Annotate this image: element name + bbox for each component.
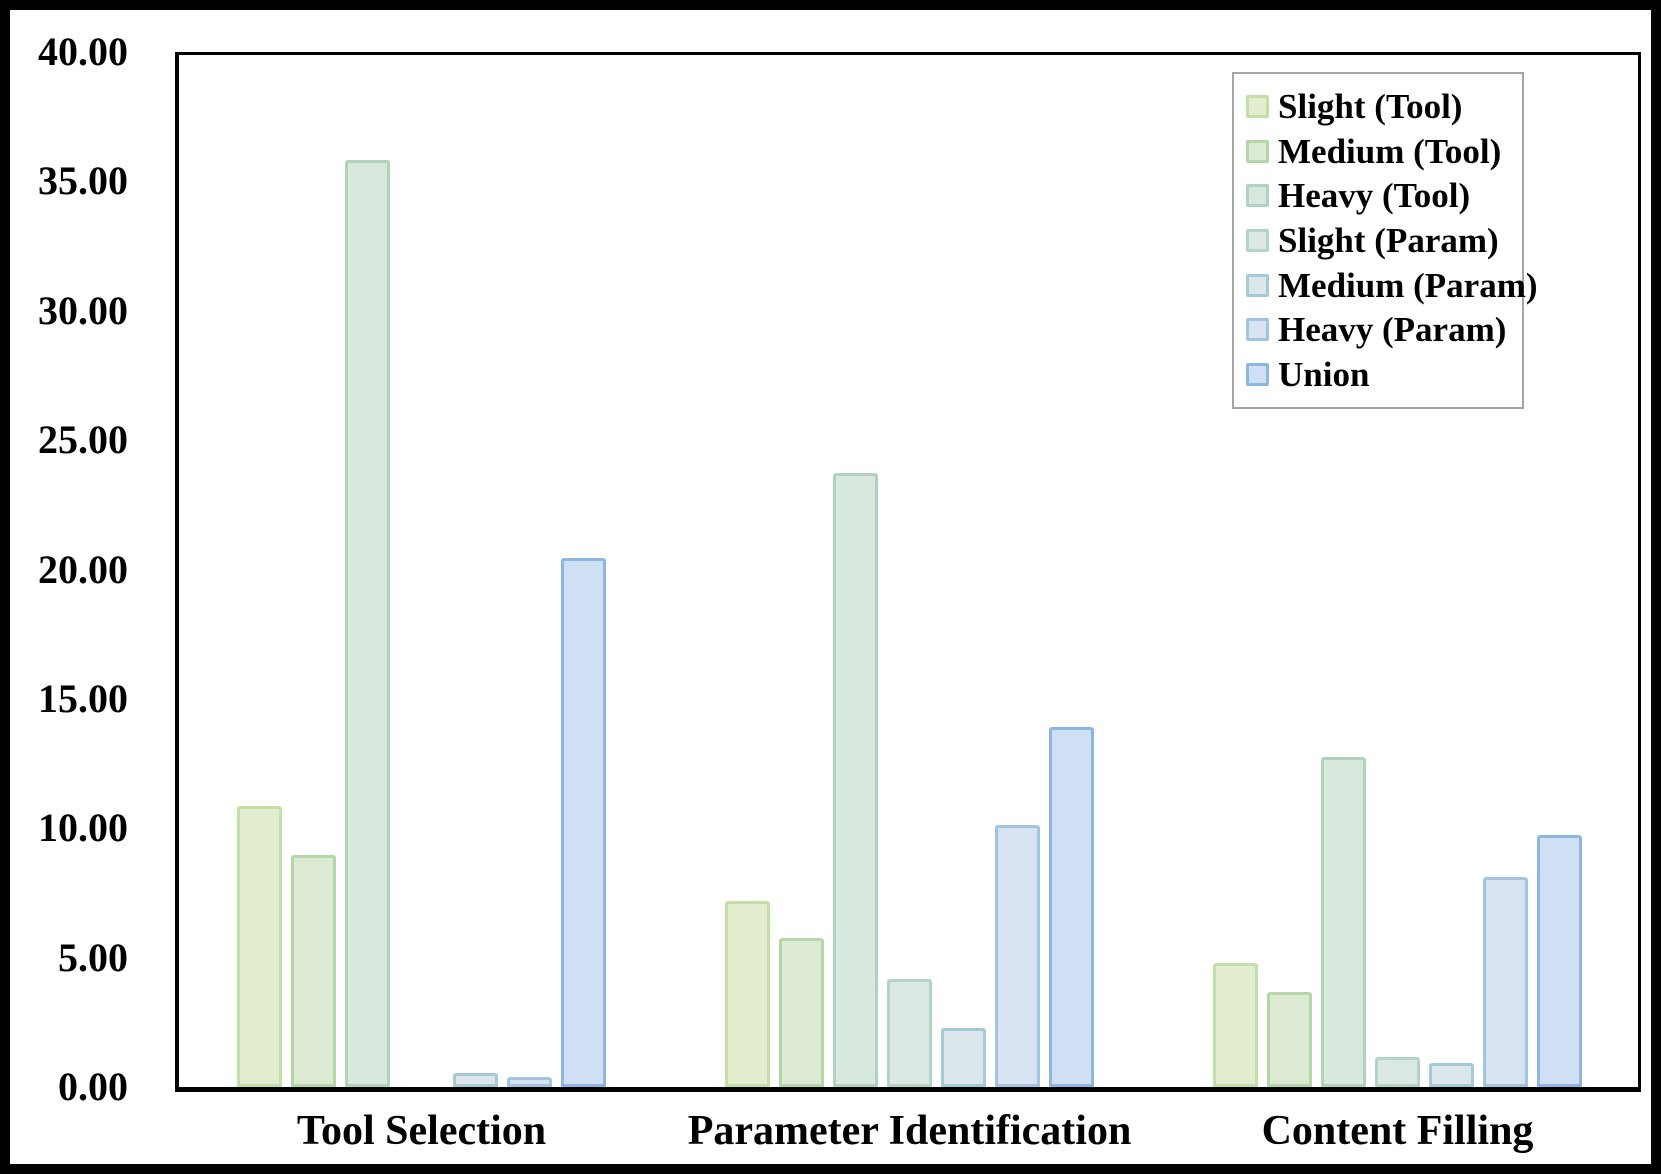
- legend-swatch-icon: [1246, 184, 1269, 208]
- bar: [1049, 727, 1094, 1087]
- bar: [1537, 835, 1582, 1087]
- legend-item: Slight (Tool): [1246, 84, 1510, 129]
- bar: [779, 938, 824, 1087]
- bar: [561, 558, 606, 1087]
- legend-swatch-icon: [1246, 363, 1269, 387]
- bar: [507, 1077, 552, 1087]
- bar: [1375, 1057, 1420, 1087]
- legend-item: Heavy (Tool): [1246, 173, 1510, 218]
- bar: [725, 901, 770, 1087]
- legend-swatch-icon: [1246, 318, 1269, 342]
- legend-label: Medium (Tool): [1278, 131, 1502, 171]
- legend: Slight (Tool) Medium (Tool) Heavy (Tool) Sl…: [1232, 72, 1538, 409]
- legend-item: Medium (Param): [1246, 263, 1538, 308]
- bar: [833, 473, 878, 1087]
- bar: [453, 1073, 498, 1087]
- y-tick-label: 40.00: [38, 29, 128, 74]
- x-category-label: Parameter Identification: [687, 1108, 1132, 1154]
- bar: [887, 979, 932, 1087]
- legend-item: Union: [1246, 352, 1510, 397]
- bar: [1483, 877, 1528, 1087]
- y-tick-label: 20.00: [38, 546, 128, 592]
- bar: [237, 806, 282, 1087]
- y-tick-label: 10.00: [38, 805, 128, 851]
- x-category-label: Tool Selection: [296, 1108, 547, 1154]
- legend-label: Heavy (Tool): [1278, 176, 1471, 216]
- legend-swatch-icon: [1246, 94, 1269, 118]
- bar: [1429, 1063, 1474, 1087]
- legend-swatch-icon: [1246, 139, 1269, 163]
- bar: [1321, 757, 1366, 1087]
- y-tick-label: 15.00: [38, 675, 128, 721]
- bar: [1213, 963, 1258, 1087]
- x-category-label: Content Filling: [1261, 1108, 1534, 1154]
- legend-swatch-icon: [1246, 229, 1269, 253]
- bar: [1267, 992, 1312, 1087]
- bar: [291, 855, 336, 1087]
- y-tick-label: 30.00: [38, 287, 128, 333]
- legend-label: Union: [1278, 355, 1370, 395]
- legend-label: Medium (Param): [1278, 265, 1538, 305]
- legend-swatch-icon: [1246, 273, 1269, 297]
- legend-item: Medium (Tool): [1246, 129, 1510, 174]
- legend-label: Heavy (Param): [1278, 310, 1507, 350]
- bar: [345, 160, 390, 1087]
- y-tick-label: 0.00: [58, 1064, 128, 1109]
- y-tick-label: 35.00: [38, 158, 128, 204]
- legend-item: Heavy (Param): [1246, 308, 1510, 353]
- legend-item: Slight (Param): [1246, 218, 1510, 263]
- legend-label: Slight (Param): [1278, 221, 1499, 261]
- y-tick-label: 25.00: [38, 417, 128, 463]
- y-tick-label: 5.00: [58, 934, 128, 980]
- bar: [941, 1028, 986, 1087]
- bar: [995, 825, 1040, 1087]
- legend-label: Slight (Tool): [1278, 86, 1463, 126]
